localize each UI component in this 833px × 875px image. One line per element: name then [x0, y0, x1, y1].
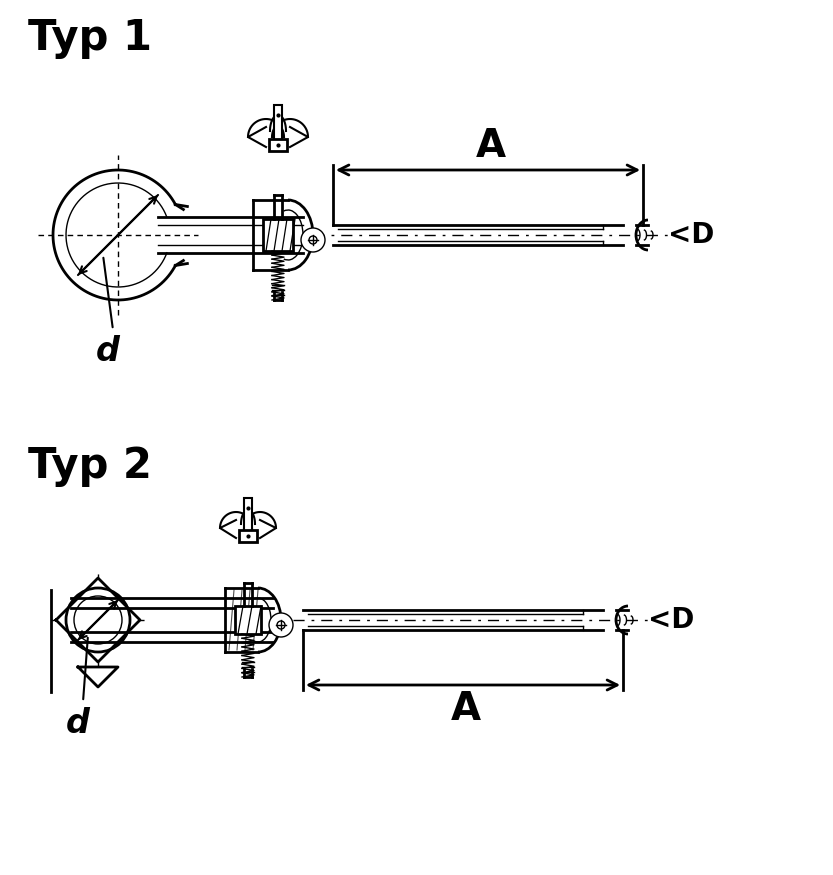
Circle shape	[309, 236, 317, 244]
Text: <D: <D	[648, 606, 695, 634]
Text: Typ 2: Typ 2	[28, 445, 152, 487]
Text: A: A	[451, 690, 481, 728]
Text: <D: <D	[668, 221, 715, 249]
Bar	[235, 606, 261, 634]
Bar	[269, 139, 287, 151]
Bar	[263, 219, 293, 251]
Bar	[239, 530, 257, 542]
Circle shape	[301, 228, 325, 252]
Polygon shape	[78, 667, 118, 687]
Circle shape	[277, 621, 285, 629]
Text: d: d	[96, 335, 120, 368]
Text: d: d	[66, 707, 90, 740]
Circle shape	[269, 613, 293, 637]
Bar	[244, 498, 252, 531]
Text: A: A	[476, 127, 506, 165]
Polygon shape	[56, 578, 140, 662]
Circle shape	[74, 596, 122, 644]
Text: Typ 1: Typ 1	[28, 17, 152, 59]
Bar	[274, 105, 282, 140]
Circle shape	[66, 588, 130, 652]
